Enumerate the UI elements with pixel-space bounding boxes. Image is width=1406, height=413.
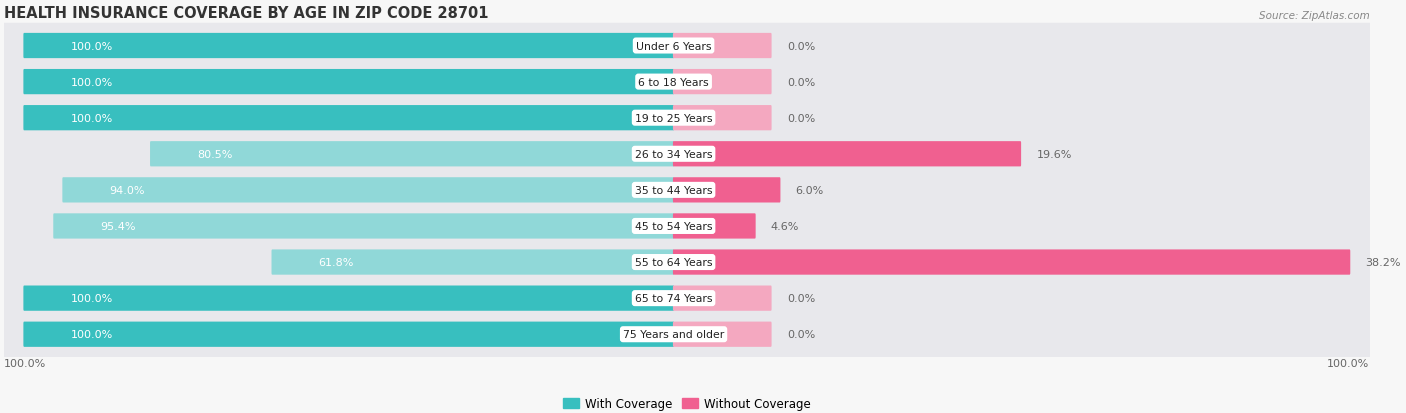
FancyBboxPatch shape (24, 34, 675, 59)
FancyBboxPatch shape (150, 142, 675, 167)
FancyBboxPatch shape (673, 286, 772, 311)
FancyBboxPatch shape (24, 70, 675, 95)
FancyBboxPatch shape (24, 322, 675, 347)
Text: 26 to 34 Years: 26 to 34 Years (636, 150, 713, 159)
FancyBboxPatch shape (1, 60, 1372, 105)
FancyBboxPatch shape (1, 168, 1372, 213)
Text: 19 to 25 Years: 19 to 25 Years (636, 114, 713, 123)
Text: 100.0%: 100.0% (70, 330, 112, 339)
FancyBboxPatch shape (673, 214, 755, 239)
Text: 45 to 54 Years: 45 to 54 Years (636, 221, 713, 231)
Text: 0.0%: 0.0% (787, 330, 815, 339)
FancyBboxPatch shape (1, 96, 1372, 141)
FancyBboxPatch shape (1, 312, 1372, 357)
Text: HEALTH INSURANCE COVERAGE BY AGE IN ZIP CODE 28701: HEALTH INSURANCE COVERAGE BY AGE IN ZIP … (4, 6, 489, 21)
Text: 38.2%: 38.2% (1365, 257, 1400, 267)
Text: 100.0%: 100.0% (70, 293, 112, 304)
FancyBboxPatch shape (62, 178, 675, 203)
FancyBboxPatch shape (673, 322, 772, 347)
FancyBboxPatch shape (673, 34, 772, 59)
FancyBboxPatch shape (673, 178, 780, 203)
Text: 0.0%: 0.0% (787, 293, 815, 304)
Text: 100.0%: 100.0% (4, 358, 46, 368)
Text: 100.0%: 100.0% (70, 77, 112, 88)
Text: 100.0%: 100.0% (70, 114, 112, 123)
FancyBboxPatch shape (673, 250, 1350, 275)
Text: 100.0%: 100.0% (70, 41, 112, 51)
Text: Source: ZipAtlas.com: Source: ZipAtlas.com (1258, 11, 1369, 21)
FancyBboxPatch shape (673, 70, 772, 95)
FancyBboxPatch shape (271, 250, 675, 275)
Text: 4.6%: 4.6% (770, 221, 799, 231)
Text: 0.0%: 0.0% (787, 77, 815, 88)
Legend: With Coverage, Without Coverage: With Coverage, Without Coverage (558, 393, 815, 413)
Text: 6 to 18 Years: 6 to 18 Years (638, 77, 709, 88)
FancyBboxPatch shape (53, 214, 675, 239)
Text: 55 to 64 Years: 55 to 64 Years (636, 257, 713, 267)
FancyBboxPatch shape (24, 106, 675, 131)
Text: 35 to 44 Years: 35 to 44 Years (636, 185, 713, 195)
FancyBboxPatch shape (1, 204, 1372, 249)
Text: 6.0%: 6.0% (796, 185, 824, 195)
Text: 100.0%: 100.0% (1327, 358, 1369, 368)
Text: 0.0%: 0.0% (787, 114, 815, 123)
Text: 95.4%: 95.4% (100, 221, 136, 231)
FancyBboxPatch shape (1, 132, 1372, 177)
FancyBboxPatch shape (1, 276, 1372, 321)
Text: 80.5%: 80.5% (197, 150, 232, 159)
Text: 0.0%: 0.0% (787, 41, 815, 51)
Text: Under 6 Years: Under 6 Years (636, 41, 711, 51)
FancyBboxPatch shape (673, 142, 1021, 167)
FancyBboxPatch shape (1, 240, 1372, 285)
Text: 19.6%: 19.6% (1036, 150, 1071, 159)
Text: 61.8%: 61.8% (319, 257, 354, 267)
Text: 65 to 74 Years: 65 to 74 Years (636, 293, 713, 304)
Text: 94.0%: 94.0% (110, 185, 145, 195)
FancyBboxPatch shape (673, 106, 772, 131)
FancyBboxPatch shape (24, 286, 675, 311)
FancyBboxPatch shape (1, 24, 1372, 69)
Text: 75 Years and older: 75 Years and older (623, 330, 724, 339)
